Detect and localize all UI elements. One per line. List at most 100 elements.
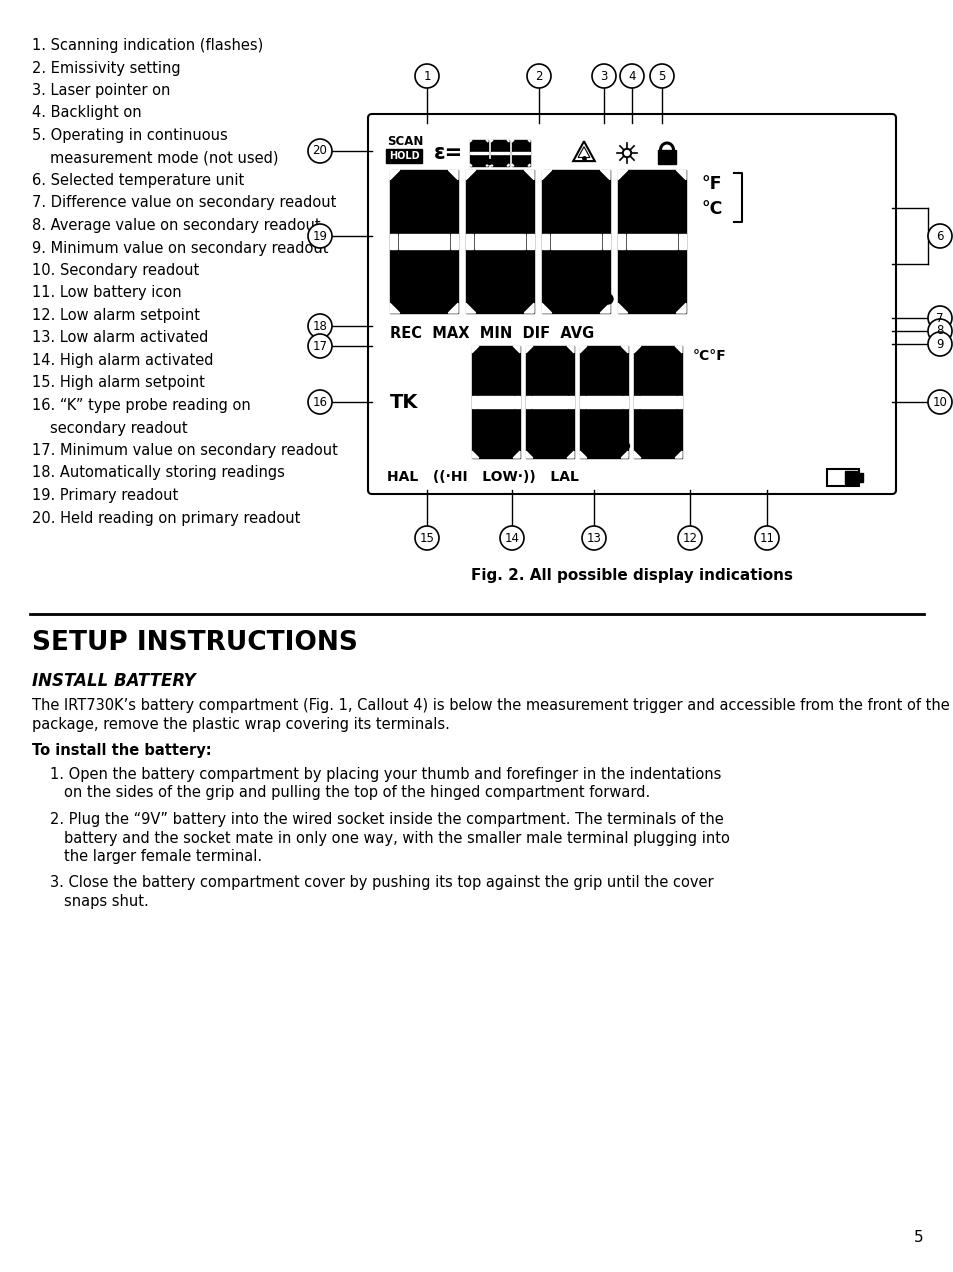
Polygon shape — [634, 452, 640, 458]
Text: 6: 6 — [935, 229, 943, 243]
Circle shape — [499, 527, 523, 550]
Text: 17: 17 — [313, 340, 327, 352]
Text: 12. Low alarm setpoint: 12. Low alarm setpoint — [32, 308, 200, 323]
Bar — [451, 234, 457, 248]
Text: 8: 8 — [935, 324, 943, 337]
Text: 10: 10 — [932, 396, 946, 408]
Circle shape — [754, 527, 779, 550]
Text: 19: 19 — [313, 229, 327, 243]
Bar — [658, 150, 676, 164]
Circle shape — [526, 64, 551, 88]
Text: °C: °C — [701, 200, 722, 218]
Text: 14. High alarm activated: 14. High alarm activated — [32, 354, 213, 368]
Circle shape — [619, 64, 643, 88]
Text: 20: 20 — [313, 145, 327, 158]
Polygon shape — [566, 452, 574, 458]
Bar — [634, 346, 681, 458]
Text: 14: 14 — [504, 532, 519, 544]
Bar — [491, 151, 493, 154]
Bar — [618, 170, 685, 313]
Circle shape — [581, 527, 605, 550]
Bar — [507, 151, 509, 154]
Polygon shape — [634, 346, 640, 352]
Text: 19. Primary readout: 19. Primary readout — [32, 488, 178, 502]
Polygon shape — [512, 164, 514, 167]
Text: 1. Scanning indication (flashes): 1. Scanning indication (flashes) — [32, 38, 263, 53]
Polygon shape — [675, 346, 681, 352]
Polygon shape — [541, 303, 551, 313]
Text: 3. Close the battery compartment cover by pushing its top against the grip until: 3. Close the battery compartment cover b… — [50, 875, 713, 890]
Bar — [602, 234, 609, 248]
Bar — [579, 346, 627, 458]
Text: 13. Low alarm activated: 13. Low alarm activated — [32, 331, 208, 346]
Text: 3: 3 — [599, 70, 607, 83]
Polygon shape — [527, 164, 530, 167]
Text: 4: 4 — [628, 70, 635, 83]
Text: 13: 13 — [586, 532, 600, 544]
Text: INSTALL BATTERY: INSTALL BATTERY — [32, 672, 195, 689]
Polygon shape — [527, 140, 530, 142]
FancyBboxPatch shape — [368, 114, 895, 494]
Bar — [858, 473, 862, 482]
Bar — [541, 170, 609, 313]
Text: secondary readout: secondary readout — [50, 421, 188, 435]
Polygon shape — [524, 170, 534, 179]
Polygon shape — [491, 164, 493, 167]
Bar — [844, 471, 856, 485]
Text: Fig. 2. All possible display indications: Fig. 2. All possible display indications — [471, 569, 792, 583]
Bar — [541, 234, 548, 248]
Text: 16: 16 — [313, 396, 327, 408]
Circle shape — [592, 64, 616, 88]
Bar — [475, 234, 524, 249]
Text: 2. Plug the “9V” battery into the wired socket inside the compartment. The termi: 2. Plug the “9V” battery into the wired … — [50, 812, 723, 827]
Text: battery and the socket mate in only one way, with the smaller male terminal plug: battery and the socket mate in only one … — [64, 831, 729, 846]
Polygon shape — [525, 346, 533, 352]
Text: 2. Emissivity setting: 2. Emissivity setting — [32, 61, 180, 75]
Circle shape — [622, 443, 629, 449]
Circle shape — [624, 150, 629, 155]
Text: 17. Minimum value on secondary readout: 17. Minimum value on secondary readout — [32, 443, 337, 458]
Polygon shape — [579, 346, 586, 352]
Circle shape — [308, 139, 332, 163]
Text: 15: 15 — [419, 532, 434, 544]
Text: TK: TK — [390, 393, 418, 412]
Bar — [626, 234, 677, 249]
Bar — [525, 346, 574, 458]
Circle shape — [622, 149, 631, 158]
Text: SETUP INSTRUCTIONS: SETUP INSTRUCTIONS — [32, 630, 357, 656]
Polygon shape — [513, 452, 519, 458]
Circle shape — [308, 314, 332, 338]
Circle shape — [927, 307, 951, 329]
Circle shape — [678, 527, 701, 550]
Bar — [528, 151, 530, 154]
Circle shape — [486, 159, 492, 164]
Bar — [525, 397, 530, 407]
Circle shape — [308, 335, 332, 357]
Text: HOLD: HOLD — [388, 151, 419, 162]
Bar — [677, 397, 681, 407]
Bar — [514, 151, 527, 154]
Text: 8. Average value on secondary readout: 8. Average value on secondary readout — [32, 218, 320, 233]
Circle shape — [927, 332, 951, 356]
Polygon shape — [491, 140, 493, 142]
Text: 11: 11 — [759, 532, 774, 544]
Text: ε=: ε= — [434, 142, 463, 163]
Bar — [826, 469, 858, 486]
Text: 9: 9 — [935, 337, 943, 351]
Bar — [512, 151, 514, 154]
Polygon shape — [513, 346, 519, 352]
Bar — [622, 397, 627, 407]
Circle shape — [927, 224, 951, 248]
Text: 7: 7 — [935, 312, 943, 324]
Bar — [569, 397, 574, 407]
Bar — [486, 151, 488, 154]
Text: 5: 5 — [658, 70, 665, 83]
Bar — [618, 234, 624, 248]
Text: package, remove the plastic wrap covering its terminals.: package, remove the plastic wrap coverin… — [32, 716, 450, 731]
Polygon shape — [448, 170, 457, 179]
Polygon shape — [465, 170, 476, 179]
Bar — [477, 396, 514, 408]
Text: 20. Held reading on primary readout: 20. Held reading on primary readout — [32, 510, 300, 525]
Bar — [470, 140, 488, 167]
Polygon shape — [485, 140, 488, 142]
